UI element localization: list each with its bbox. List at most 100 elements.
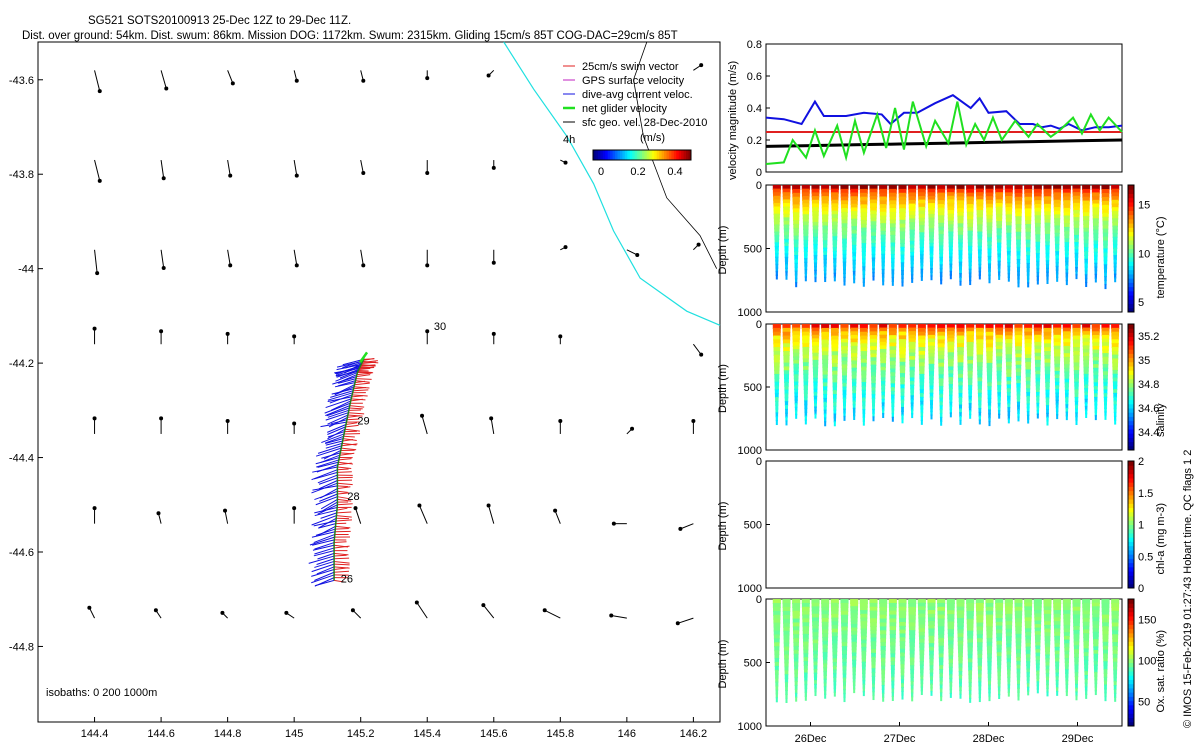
- temperature-sample: [1054, 221, 1061, 227]
- temperature-sample: [1034, 203, 1042, 209]
- salinity-sample: [1083, 377, 1089, 383]
- oxygen-sample: [901, 686, 904, 692]
- oxygen-sample: [831, 610, 839, 616]
- geo-vector-head: [635, 252, 640, 257]
- geo-vector: [293, 159, 298, 176]
- salinity-sample: [851, 360, 858, 366]
- chla-colorbar-cell: [1128, 528, 1134, 534]
- temperature-sample: [1044, 211, 1051, 217]
- temperature-sample: [1112, 236, 1118, 242]
- temperature-y-tick-label: 1000: [738, 307, 762, 319]
- oxygen-sample: [949, 692, 952, 698]
- oxygen-sample: [929, 661, 934, 667]
- temperature-sample: [804, 268, 808, 274]
- oxygen-sample: [927, 599, 936, 605]
- temperature-sample: [996, 231, 1002, 237]
- oxygen-sample: [1112, 638, 1119, 644]
- dac-vector: [321, 501, 338, 512]
- oxygen-sample: [1073, 622, 1080, 628]
- oxygen-sample: [793, 638, 800, 644]
- salinity-sample: [869, 327, 878, 333]
- temperature-sample: [862, 258, 866, 264]
- temperature-sample: [968, 261, 972, 267]
- oxygen-sample: [812, 628, 819, 634]
- temperature-colorbar-cell: [1128, 201, 1134, 207]
- oxygen-sample: [853, 684, 856, 690]
- oxygen-sample: [1082, 602, 1091, 608]
- salinity-sample: [1055, 406, 1059, 412]
- oxygen-sample: [889, 633, 896, 639]
- temperature-sample: [985, 199, 994, 205]
- oxygen-sample: [881, 673, 885, 679]
- oxygen-sample: [911, 696, 914, 702]
- oxygen-sample: [966, 602, 975, 608]
- oxygen-sample: [939, 661, 944, 667]
- oxygen-sample: [938, 637, 945, 643]
- oxygen-sample: [1073, 637, 1080, 643]
- temperature-sample: [792, 185, 801, 191]
- oxygen-sample: [831, 617, 839, 623]
- temperature-sample: [1063, 200, 1071, 206]
- oxygen-sample: [872, 691, 875, 697]
- oxygen-sample: [909, 649, 915, 655]
- oxygen-sample: [869, 602, 878, 608]
- oxygen-sample: [1006, 662, 1011, 668]
- oxygen-sample: [1084, 667, 1089, 673]
- salinity-sample: [842, 393, 847, 399]
- salinity-sample: [919, 385, 924, 391]
- salinity-sample: [1007, 410, 1011, 416]
- temperature-sample: [1092, 199, 1100, 205]
- temperature-sample: [957, 204, 964, 210]
- salinity-sample: [880, 356, 887, 362]
- oxygen-sample: [947, 621, 955, 627]
- dac-vector: [327, 426, 346, 435]
- salinity-sample: [1075, 416, 1078, 422]
- temperature-colorbar-cell: [1128, 227, 1134, 233]
- geo-vector-head: [164, 86, 169, 91]
- temperature-sample: [1035, 249, 1040, 255]
- temperature-sample: [881, 272, 885, 278]
- temperature-sample: [802, 195, 810, 201]
- oxygen-sample: [880, 630, 887, 636]
- temperature-sample: [802, 221, 809, 227]
- salinity-sample: [802, 358, 809, 364]
- dac-vector: [311, 563, 335, 573]
- salinity-sample: [784, 385, 789, 391]
- salinity-sample: [985, 339, 994, 345]
- legend-colorbar-cell: [639, 150, 643, 160]
- salinity-sample: [821, 339, 829, 345]
- temperature-sample: [833, 265, 837, 271]
- temperature-sample: [783, 210, 790, 216]
- oxygen-sample: [927, 610, 936, 616]
- oxygen-sample: [1113, 677, 1117, 683]
- temperature-sample: [773, 210, 781, 216]
- temperature-sample: [909, 225, 915, 231]
- salinity-sample: [842, 375, 847, 381]
- oxygen-sample: [957, 636, 964, 642]
- salinity-sample: [909, 373, 915, 379]
- salinity-sample: [774, 385, 779, 391]
- salinity-sample: [920, 419, 923, 425]
- temperature-sample: [966, 192, 974, 198]
- temperature-sample: [1112, 225, 1118, 231]
- oxygen-sample: [872, 683, 875, 689]
- salinity-sample: [995, 324, 1004, 330]
- oxygen-sample: [909, 630, 916, 636]
- salinity-sample: [1064, 389, 1069, 395]
- salinity-sample: [823, 394, 828, 400]
- salinity-sample: [1017, 412, 1020, 418]
- oxygen-sample: [853, 688, 856, 694]
- salinity-sample: [784, 404, 789, 410]
- swim-vector: [343, 438, 357, 441]
- chla-colorbar-cell: [1128, 524, 1134, 530]
- salinity-sample: [833, 409, 837, 415]
- salinity-sample: [1102, 342, 1109, 348]
- temperature-sample: [1034, 200, 1042, 206]
- oxygen-sample: [967, 650, 973, 656]
- salinity-sample: [909, 366, 915, 372]
- temperature-sample: [1024, 204, 1032, 210]
- salinity-sample: [929, 371, 934, 377]
- salinity-sample: [792, 327, 801, 333]
- temperature-sample: [813, 236, 818, 242]
- salinity-sample: [859, 324, 868, 330]
